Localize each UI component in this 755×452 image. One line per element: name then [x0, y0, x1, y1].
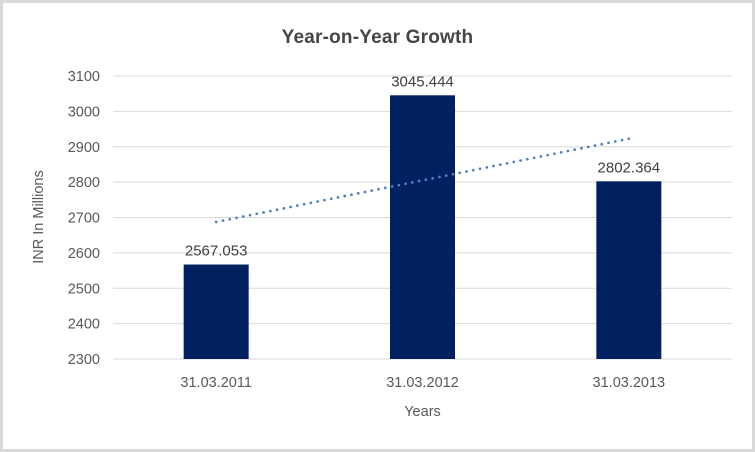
bar — [390, 95, 455, 359]
y-tick-label: 2700 — [68, 211, 100, 227]
bar — [183, 264, 249, 359]
data-label: 2802.364 — [598, 159, 661, 176]
y-tick-label: 2800 — [68, 175, 100, 191]
y-tick-label: 2900 — [68, 140, 100, 156]
y-tick-label: 2600 — [68, 246, 100, 262]
x-tick-label: 31.03.2012 — [386, 375, 459, 391]
x-tick-label: 31.03.2013 — [593, 375, 666, 391]
x-tick-label: 31.03.2011 — [180, 375, 252, 391]
chart-title: Year-on-Year Growth — [281, 27, 474, 48]
y-tick-label: 3100 — [68, 69, 100, 85]
bar — [596, 181, 662, 359]
y-tick-label: 2300 — [68, 352, 100, 368]
data-label: 2567.053 — [185, 243, 248, 260]
data-label: 3045.444 — [391, 73, 454, 90]
x-axis-title: Years — [404, 404, 441, 420]
trendline — [214, 137, 631, 224]
y-tick-label: 2500 — [68, 281, 100, 297]
y-tick-label: 3000 — [68, 104, 100, 120]
y-tick-label: 2400 — [68, 317, 100, 333]
plot-area: 2300 2400 2500 2600 2700 2800 2900 3000 3100 31.0… — [68, 69, 732, 391]
